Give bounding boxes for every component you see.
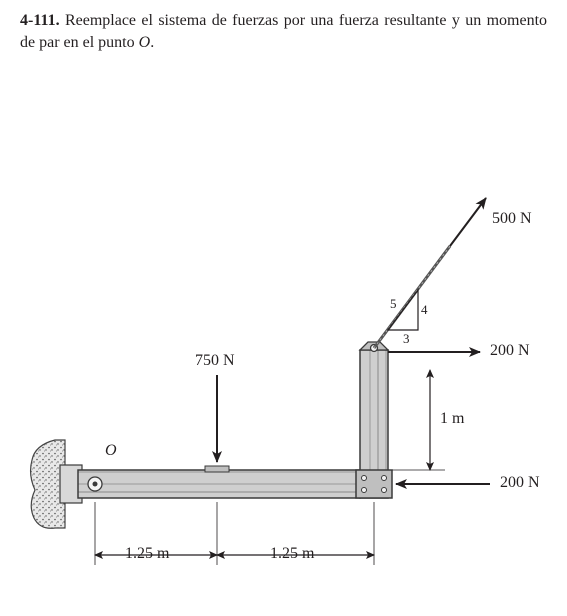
tri-5: 5: [390, 296, 397, 312]
problem-statement: 4-111. Reemplace el sistema de fuerzas p…: [20, 10, 547, 53]
label-1.25m-left: 1.25 m: [125, 545, 169, 563]
point-O-inline: O: [139, 34, 151, 51]
horizontal-beam: [78, 470, 360, 498]
label-1.25m-right: 1.25 m: [270, 545, 314, 563]
tri-3: 3: [403, 331, 410, 347]
load-plate: [205, 466, 229, 472]
label-O: O: [105, 442, 117, 460]
pin-O: [88, 477, 102, 491]
problem-number: 4-111.: [20, 12, 60, 29]
wall-support: [31, 440, 82, 528]
vertical-post: [356, 342, 392, 498]
force-500N-arrow: [450, 198, 486, 246]
label-750N: 750 N: [195, 352, 235, 370]
problem-text-1: Reemplace el sistema de fuerzas por una …: [20, 12, 547, 51]
label-200N-bottom: 200 N: [500, 474, 540, 492]
figure-diagram: 500 N 200 N 200 N 750 N O 1 m 1.25 m 1.2…: [0, 170, 567, 600]
label-200N-top: 200 N: [490, 342, 530, 360]
problem-text-2: .: [150, 34, 154, 51]
tri-4: 4: [421, 302, 428, 318]
dim-1m: [392, 370, 445, 470]
label-500N: 500 N: [492, 210, 532, 228]
rope-500: [374, 246, 450, 348]
label-1m: 1 m: [440, 410, 464, 428]
